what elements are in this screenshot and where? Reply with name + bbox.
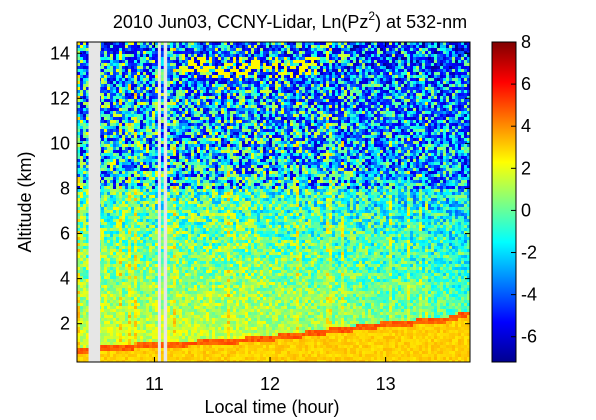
y-tick-label: 2 (60, 314, 70, 334)
chart-title: 2010 Jun03, CCNY-Lidar, Ln(Pz2) at 532-n… (113, 9, 467, 32)
x-axis: 11 12 13 (145, 42, 396, 394)
y-axis-label: Altitude (km) (15, 151, 35, 252)
y-tick-label: 8 (60, 178, 70, 198)
heatmap-area (77, 42, 470, 362)
colorbar-tick-label: -4 (521, 285, 537, 305)
y-tick-label: 12 (50, 88, 70, 108)
plot-frame (76, 41, 471, 363)
x-axis-label: Local time (hour) (204, 397, 339, 417)
colorbar-tick-label: -2 (521, 243, 537, 263)
data-gap (163, 42, 168, 362)
x-tick-label: 13 (376, 374, 396, 394)
colorbar-tick-label: -6 (521, 327, 537, 347)
colorbar-tick-label: 6 (521, 74, 531, 94)
colorbar (491, 41, 517, 363)
colorbar-tick-label: 8 (521, 32, 531, 52)
chart-title-pre: 2010 Jun03, CCNY-Lidar, Ln(Pz (113, 12, 369, 32)
colorbar-tick-label: 2 (521, 158, 531, 178)
colorbar-tick-label: 0 (521, 200, 531, 220)
chart-title-post: ) at 532-nm (375, 12, 467, 32)
y-tick-label: 4 (60, 269, 70, 289)
y-tick-label: 6 (60, 224, 70, 244)
y-tick-label: 10 (50, 133, 70, 153)
colorbar-tick-label: 4 (521, 116, 531, 136)
y-tick-label: 14 (50, 43, 70, 63)
data-gap (88, 42, 101, 362)
chart-title-sup: 2 (368, 9, 375, 23)
y-axis: 2 4 6 8 10 12 14 (50, 43, 470, 334)
data-gap (157, 42, 161, 362)
x-tick-label: 12 (260, 374, 280, 394)
x-tick-label: 11 (145, 374, 164, 394)
colorbar-axis: 8 6 4 2 0 -2 -4 -6 (511, 32, 537, 347)
